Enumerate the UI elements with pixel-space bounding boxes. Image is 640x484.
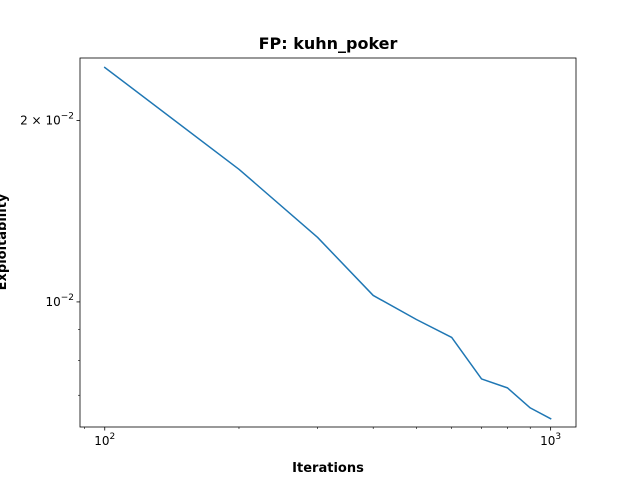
axis-ticks: 102 103 10−2 2 × 10−2 bbox=[20, 112, 561, 448]
x-axis-label: Iterations bbox=[292, 461, 364, 476]
series-line bbox=[103, 66, 552, 420]
axes-frame bbox=[79, 57, 577, 428]
series-layer bbox=[103, 66, 552, 420]
x-tick-label: 103 bbox=[540, 432, 561, 448]
y-tick-label: 10−2 bbox=[45, 293, 74, 309]
y-axis-label: Exploitability bbox=[0, 193, 10, 290]
y-tick-label: 2 × 10−2 bbox=[20, 112, 74, 128]
chart-title: FP: kuhn_poker bbox=[259, 34, 398, 53]
x-tick-label: 102 bbox=[94, 432, 115, 448]
